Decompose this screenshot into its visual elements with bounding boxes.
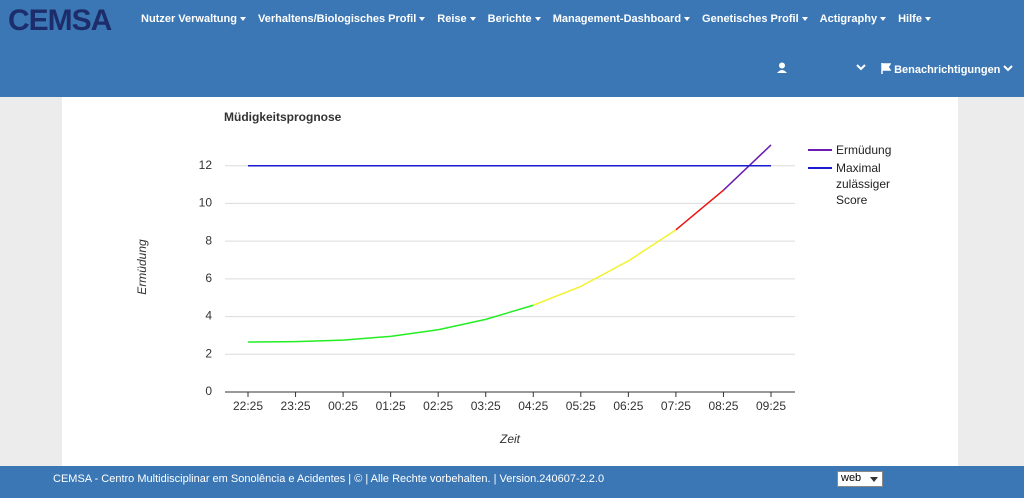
nav-item[interactable]: Nutzer Verwaltung bbox=[141, 13, 246, 25]
x-tick-label: 23:25 bbox=[281, 399, 311, 413]
y-tick-label: 4 bbox=[205, 309, 212, 323]
notifications-label: Benachrichtigungen bbox=[894, 64, 1001, 76]
line-segment bbox=[295, 339, 344, 343]
x-tick-label: 04:25 bbox=[518, 399, 548, 413]
environment-value: web bbox=[841, 472, 862, 484]
y-axis-label: Ermüdung bbox=[135, 239, 149, 295]
legend-swatch bbox=[808, 167, 832, 169]
flag-icon bbox=[881, 63, 892, 74]
x-tick-label: 06:25 bbox=[613, 399, 643, 413]
nav-item[interactable]: Verhaltens/Biologisches Profil bbox=[258, 13, 425, 25]
nav-item[interactable]: Actigraphy bbox=[820, 13, 886, 25]
x-tick-label: 22:25 bbox=[233, 399, 263, 413]
chart-title: Müdigkeitsprognose bbox=[224, 110, 342, 124]
line-segment bbox=[438, 318, 486, 331]
y-tick-label: 0 bbox=[205, 384, 212, 398]
legend-swatch bbox=[808, 149, 832, 151]
notifications[interactable]: Benachrichtigungen bbox=[881, 63, 1014, 76]
chart: Müdigkeitsprognose Zeit Ermüdung 0 2 4 6 8 10… bbox=[62, 97, 958, 466]
legend-label: Ermüdung bbox=[836, 143, 892, 157]
line-segment bbox=[580, 260, 629, 288]
footer-text: CEMSA - Centro Multidisciplinar em Sonol… bbox=[53, 473, 605, 485]
nav-item[interactable]: Genetisches Profil bbox=[702, 13, 808, 25]
x-tick-label: 08:25 bbox=[708, 399, 738, 413]
line-segment bbox=[390, 329, 439, 338]
legend-item[interactable]: Ermüdung bbox=[808, 142, 916, 158]
y-tick-label: 8 bbox=[205, 233, 212, 247]
legend-label: Maximal zulässiger Score bbox=[836, 161, 891, 207]
environment-select[interactable]: web bbox=[837, 471, 883, 487]
user-icon[interactable] bbox=[776, 62, 788, 74]
logo[interactable]: CEMSA bbox=[8, 4, 112, 37]
notif-chevron bbox=[1003, 65, 1014, 72]
x-tick-label: 09:25 bbox=[756, 399, 786, 413]
line-segment bbox=[532, 285, 582, 306]
x-tick-label: 07:25 bbox=[661, 399, 691, 413]
user-dropdown[interactable] bbox=[856, 64, 866, 72]
line-segment bbox=[722, 144, 772, 191]
legend-item[interactable]: Maximal zulässiger Score bbox=[808, 160, 916, 208]
x-tick-label: 02:25 bbox=[423, 399, 453, 413]
x-tick-label: 00:25 bbox=[328, 399, 358, 413]
footer: CEMSA - Centro Multidisciplinar em Sonol… bbox=[0, 466, 1024, 498]
x-tick-label: 03:25 bbox=[471, 399, 501, 413]
legend: Ermüdung Maximal zulässiger Score bbox=[808, 142, 916, 210]
panel bbox=[62, 97, 958, 466]
x-tick-label: 01:25 bbox=[376, 399, 406, 413]
select-arrow bbox=[870, 477, 878, 482]
line-segment bbox=[343, 335, 391, 341]
y-tick-label: 6 bbox=[205, 271, 212, 285]
x-axis-label: Zeit bbox=[499, 432, 521, 446]
x-tick-label: 05:25 bbox=[566, 399, 596, 413]
nav-item[interactable]: Management-Dashboard bbox=[553, 13, 690, 25]
nav-item[interactable]: Hilfe bbox=[898, 13, 931, 25]
line-segment bbox=[675, 189, 724, 231]
nav-item[interactable]: Reise bbox=[437, 13, 475, 25]
line-segment bbox=[627, 229, 677, 262]
header: CEMSA Nutzer Verwaltung Verhaltens/Biolog… bbox=[0, 0, 1024, 97]
y-tick-label: 12 bbox=[199, 158, 213, 172]
y-tick-label: 2 bbox=[205, 346, 212, 360]
nav-item[interactable]: Berichte bbox=[488, 13, 541, 25]
nav: Nutzer Verwaltung Verhaltens/Biologisches… bbox=[141, 13, 931, 25]
line-segment bbox=[485, 304, 534, 321]
y-tick-label: 10 bbox=[199, 196, 213, 210]
